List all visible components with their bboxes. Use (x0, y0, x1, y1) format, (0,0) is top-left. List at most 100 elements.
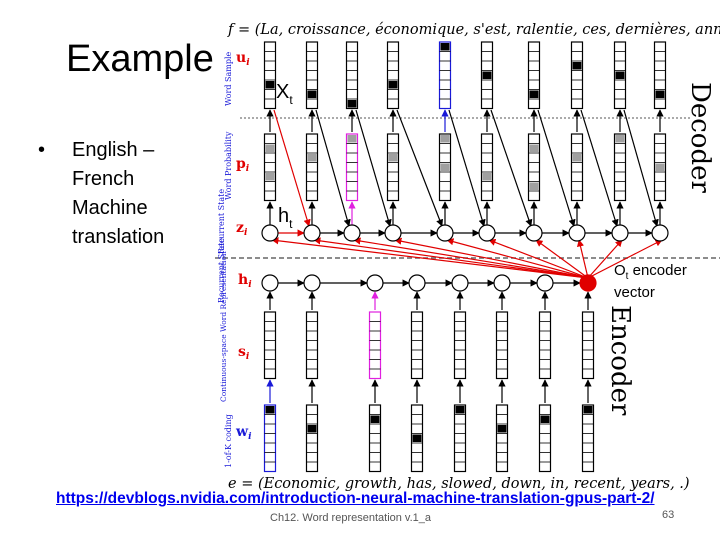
column-box (527, 41, 541, 110)
cell-fill (265, 144, 275, 152)
decoder-label: Decoder (685, 82, 715, 193)
cell-fill (540, 415, 550, 423)
context-arrow (587, 239, 663, 279)
feedback-arrow (396, 109, 444, 227)
column-box (263, 133, 277, 202)
reference-link[interactable]: https://devblogs.nvidia.com/introduction… (56, 490, 655, 507)
cell-fill (388, 81, 398, 89)
feedback-arrow (355, 109, 392, 227)
word-probability-column (613, 133, 627, 202)
symbol-w: wi (235, 424, 252, 442)
context-arrow (313, 237, 589, 279)
bullet-dot-icon: • (38, 139, 46, 161)
column-box (538, 404, 552, 473)
decoder-state-node (525, 224, 543, 242)
column-box (570, 41, 584, 110)
encoder-state-node (451, 274, 469, 292)
continuous-space-column (581, 311, 595, 380)
slide-title: Example (66, 38, 214, 80)
context-arrow (535, 239, 589, 279)
word-sample-column (305, 41, 319, 110)
context-arrow (488, 238, 589, 279)
cell-fill (497, 425, 507, 433)
column-box (386, 133, 400, 202)
cell-fill (529, 144, 539, 152)
bullet-item: • English – French Machine translation (30, 136, 200, 252)
row-label-word-probability: Word Probability (224, 131, 233, 200)
feedback-arrow (490, 109, 533, 227)
cell-fill (615, 71, 625, 79)
column-box (305, 404, 319, 473)
row-label-word-sample: Word Sample (224, 52, 233, 107)
cell-fill (307, 90, 317, 98)
cell-fill (440, 135, 450, 143)
row-label-continuous-space: Continuous-space Word Representation (219, 251, 228, 402)
cell-fill (440, 163, 450, 171)
continuous-space-column (453, 311, 467, 380)
encoder-label: Encoder (605, 305, 635, 416)
encoder-vector-node (579, 274, 597, 292)
cell-fill (265, 81, 275, 89)
cell-fill (265, 406, 275, 414)
word-probability-column (480, 133, 494, 202)
context-arrow (394, 237, 589, 279)
continuous-space-column (410, 311, 424, 380)
decoder-state-node (478, 224, 496, 242)
column-box (368, 404, 382, 473)
decoder-state-node (651, 224, 669, 242)
cell-fill (655, 163, 665, 171)
target-sentence: f = (La, croissance, économique, s'est, … (227, 22, 720, 38)
context-arrow (587, 239, 623, 279)
word-probability-column (527, 133, 541, 202)
text-layer: f = (La, croissance, économique, s'est, … (217, 22, 720, 492)
bullet-list: • English – French Machine translation (30, 136, 200, 252)
encoder-state-node (303, 274, 321, 292)
word-probability-column (438, 133, 452, 202)
continuous-space-column (263, 311, 277, 380)
annotation-ht: ht (278, 205, 293, 231)
arrows-layer (215, 109, 720, 403)
word-probability-column (263, 133, 277, 202)
word-sample-column (653, 41, 667, 110)
word-sample-column (570, 41, 584, 110)
column-box (345, 133, 359, 202)
cell-fill (529, 90, 539, 98)
column-box (480, 133, 494, 202)
cell-fill (572, 154, 582, 162)
column-box (263, 311, 277, 380)
encoder-state-node (366, 274, 384, 292)
context-arrow (353, 237, 589, 279)
context-arrow (271, 237, 589, 279)
column-box (345, 41, 359, 110)
column-box (653, 41, 667, 110)
word-sample-column (345, 41, 359, 110)
word-sample-column (438, 41, 452, 110)
column-box (386, 41, 400, 110)
column-box (305, 311, 319, 380)
cell-fill (615, 135, 625, 143)
annotation-ot-line2: vector (614, 284, 655, 301)
bullet-text: English – French Machine translation (72, 139, 165, 248)
word-probability-column (305, 133, 319, 202)
decoder-state-node (303, 224, 321, 242)
cell-fill (482, 173, 492, 181)
column-box (538, 311, 552, 380)
encoder-state-node (261, 274, 279, 292)
decoder-state-node (611, 224, 629, 242)
one-of-k-column (410, 404, 424, 473)
column-box (581, 404, 595, 473)
page-number: 63 (662, 509, 675, 521)
continuous-space-column (538, 311, 552, 380)
column-box (527, 133, 541, 202)
column-box (305, 133, 319, 202)
one-of-k-column (305, 404, 319, 473)
feedback-arrow (537, 109, 576, 227)
symbol-p: pi (236, 156, 250, 174)
annotation-xt: Xt (276, 81, 293, 107)
feedback-arrow (448, 109, 486, 227)
continuous-space-column (368, 311, 382, 380)
column-box (263, 404, 277, 473)
column-box (495, 404, 509, 473)
encoder-state-node (493, 274, 511, 292)
